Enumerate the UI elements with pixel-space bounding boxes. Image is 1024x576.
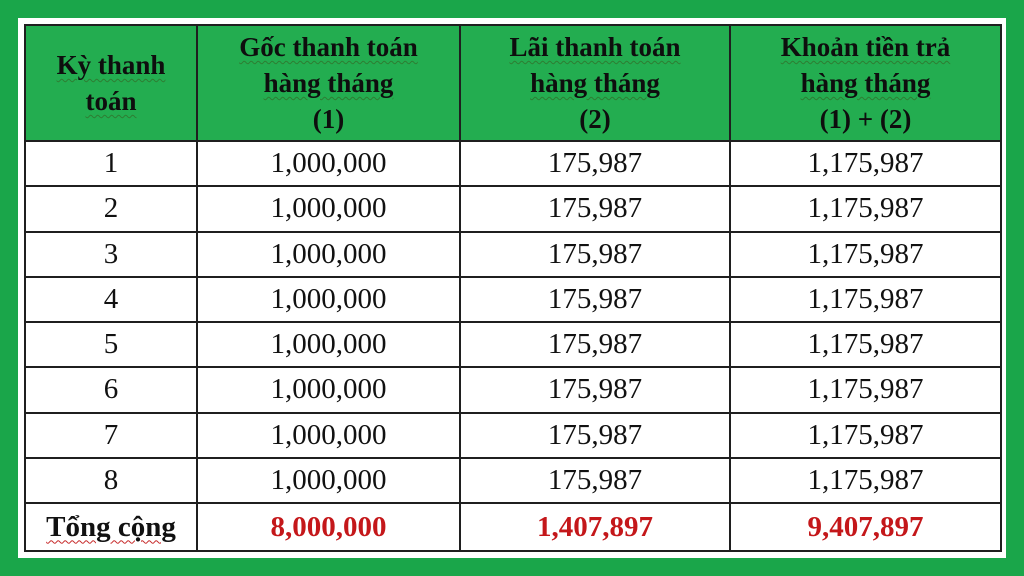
cell-interest[interactable]: 175,987 <box>459 139 731 188</box>
cell-period[interactable]: 6 <box>24 366 198 414</box>
cell-interest[interactable]: 175,987 <box>459 275 731 324</box>
spreadsheet-area: Kỳ thanh toán Gốc thanh toán hàng tháng … <box>18 18 1006 558</box>
header-row: Kỳ thanh toán Gốc thanh toán hàng tháng … <box>24 24 1002 142</box>
header-line: (2) <box>579 104 611 134</box>
cell-interest[interactable]: 175,987 <box>459 411 731 459</box>
table-row: 8 1,000,000 175,987 1,175,987 <box>24 456 1002 505</box>
cell-principal[interactable]: 1,000,000 <box>196 456 461 505</box>
cell-payment[interactable]: 1,175,987 <box>729 275 1002 324</box>
cell-payment[interactable]: 1,175,987 <box>729 185 1002 233</box>
header-principal[interactable]: Gốc thanh toán hàng tháng (1) <box>196 24 461 142</box>
repayment-schedule-table: Kỳ thanh toán Gốc thanh toán hàng tháng … <box>24 24 1002 552</box>
cell-period[interactable]: 8 <box>24 456 198 505</box>
cell-principal[interactable]: 1,000,000 <box>196 366 461 414</box>
table-row: 4 1,000,000 175,987 1,175,987 <box>24 275 1002 324</box>
total-interest[interactable]: 1,407,897 <box>459 502 731 552</box>
table-row: 6 1,000,000 175,987 1,175,987 <box>24 366 1002 414</box>
total-principal[interactable]: 8,000,000 <box>196 502 461 552</box>
header-total-payment[interactable]: Khoản tiền trả hàng tháng (1) + (2) <box>729 24 1002 142</box>
cell-period[interactable]: 3 <box>24 230 198 278</box>
header-line: hàng tháng <box>530 68 660 98</box>
header-period[interactable]: Kỳ thanh toán <box>24 24 198 142</box>
cell-interest[interactable]: 175,987 <box>459 185 731 233</box>
cell-principal[interactable]: 1,000,000 <box>196 230 461 278</box>
header-line: Gốc thanh toán <box>239 32 418 62</box>
cell-period[interactable]: 7 <box>24 411 198 459</box>
header-line: Khoản tiền trả <box>780 32 951 62</box>
table-row: 2 1,000,000 175,987 1,175,987 <box>24 185 1002 233</box>
total-row: Tổng cộng 8,000,000 1,407,897 9,407,897 <box>24 502 1002 552</box>
cell-principal[interactable]: 1,000,000 <box>196 320 461 369</box>
header-line: toán <box>85 86 137 116</box>
table-row: 5 1,000,000 175,987 1,175,987 <box>24 320 1002 369</box>
cell-period[interactable]: 1 <box>24 139 198 188</box>
cell-payment[interactable]: 1,175,987 <box>729 456 1002 505</box>
cell-principal[interactable]: 1,000,000 <box>196 411 461 459</box>
header-interest[interactable]: Lãi thanh toán hàng tháng (2) <box>459 24 731 142</box>
header-line: (1) <box>312 104 345 134</box>
cell-payment[interactable]: 1,175,987 <box>729 411 1002 459</box>
total-label-cell[interactable]: Tổng cộng <box>24 502 198 552</box>
cell-interest[interactable]: 175,987 <box>459 320 731 369</box>
cell-payment[interactable]: 1,175,987 <box>729 139 1002 188</box>
header-line: hàng tháng <box>263 68 394 98</box>
cell-interest[interactable]: 175,987 <box>459 456 731 505</box>
total-payment[interactable]: 9,407,897 <box>729 502 1002 552</box>
cell-period[interactable]: 5 <box>24 320 198 369</box>
total-label: Tổng cộng <box>46 510 176 543</box>
cell-principal[interactable]: 1,000,000 <box>196 185 461 233</box>
cell-principal[interactable]: 1,000,000 <box>196 275 461 324</box>
header-line: (1) + (2) <box>819 104 912 134</box>
header-line: Lãi thanh toán <box>509 32 681 62</box>
header-line: hàng tháng <box>800 68 931 98</box>
cell-period[interactable]: 2 <box>24 185 198 233</box>
header-line: Kỳ thanh <box>56 50 166 80</box>
cell-interest[interactable]: 175,987 <box>459 230 731 278</box>
cell-payment[interactable]: 1,175,987 <box>729 366 1002 414</box>
table-row: 1 1,000,000 175,987 1,175,987 <box>24 139 1002 188</box>
table-row: 7 1,000,000 175,987 1,175,987 <box>24 411 1002 459</box>
cell-payment[interactable]: 1,175,987 <box>729 320 1002 369</box>
cell-period[interactable]: 4 <box>24 275 198 324</box>
cell-payment[interactable]: 1,175,987 <box>729 230 1002 278</box>
cell-principal[interactable]: 1,000,000 <box>196 139 461 188</box>
cell-interest[interactable]: 175,987 <box>459 366 731 414</box>
table-row: 3 1,000,000 175,987 1,175,987 <box>24 230 1002 278</box>
